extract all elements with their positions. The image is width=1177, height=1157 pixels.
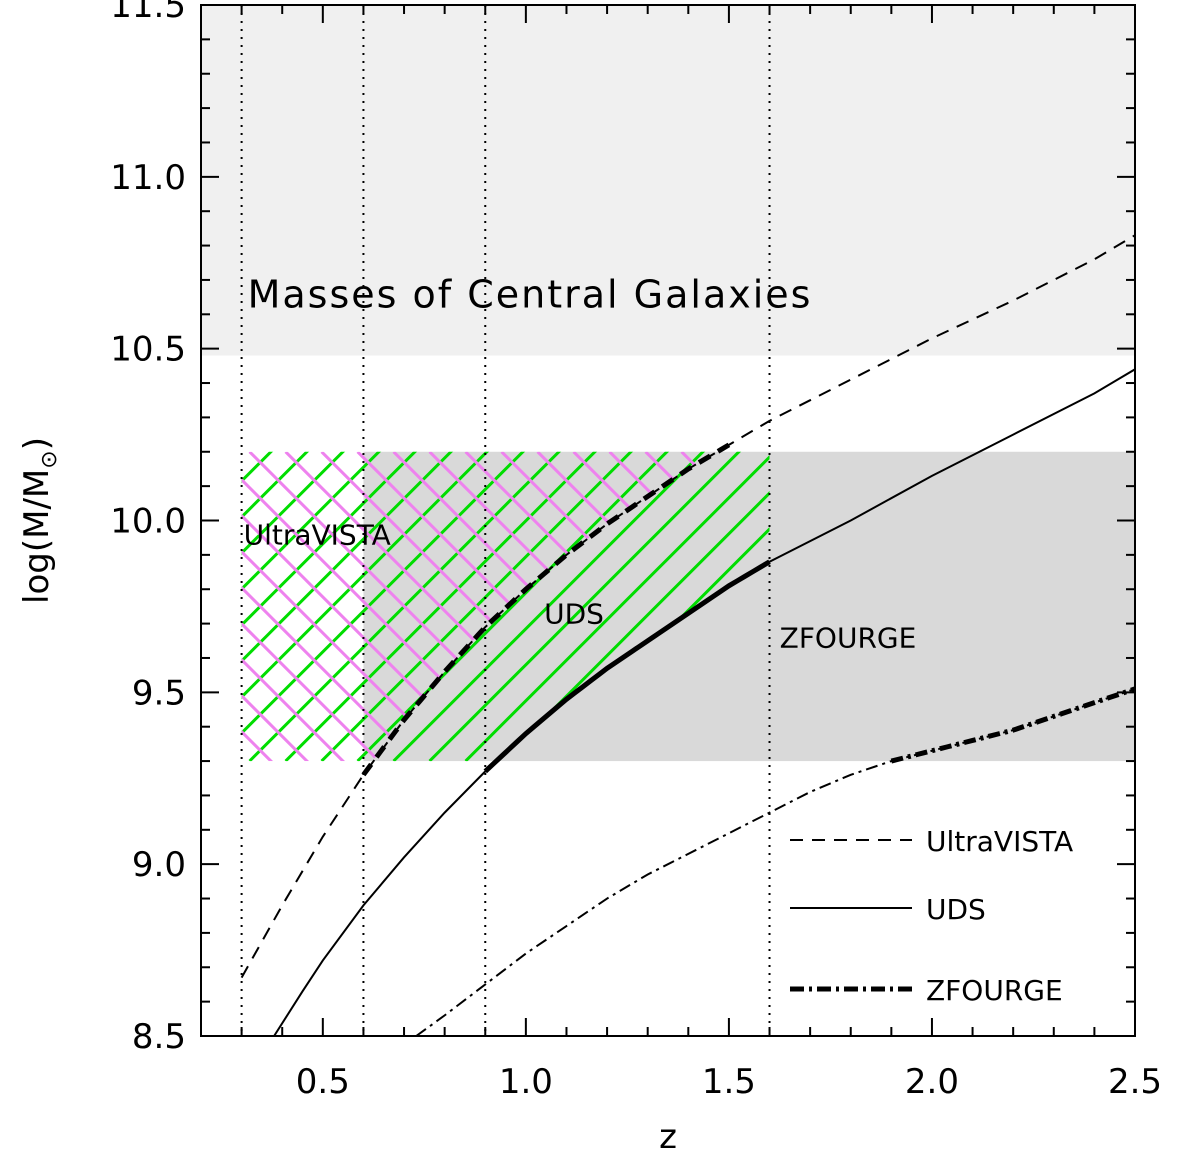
- hatch-line-green: [241, 451, 491, 762]
- hatch-line-green: [464, 451, 770, 762]
- central-galaxies-label: Masses of Central Galaxies: [248, 272, 813, 316]
- axis-titles: z log(M/M⊙): [17, 437, 677, 1157]
- x-tick-label: 0.5: [296, 1062, 350, 1102]
- x-axis-label: z: [659, 1117, 677, 1157]
- hatch-line-pink: [241, 451, 491, 762]
- y-axis-label-main: log(M/M: [17, 469, 57, 604]
- hatch-line-green: [1150, 341, 1177, 761]
- hatch-line-pink: [241, 451, 383, 762]
- annotations-layer: Masses of Central Galaxies UltraVISTA UD…: [244, 272, 917, 654]
- hatch-line-green: [241, 451, 563, 762]
- hatch-line-pink: [241, 451, 563, 762]
- hatch-line-green: [241, 451, 635, 762]
- hatch-line-pink: [241, 451, 419, 762]
- legend-label-zfourge: ZFOURGE: [926, 974, 1063, 1007]
- axes-layer: 0.5 1.0 1.5 2.0 2.5 8.5 9.0 9.5 10.0 10.5 11.0 11.5: [110, 0, 1162, 1102]
- sample-completeness-region: [363, 451, 1135, 762]
- hatch-line-pink: [241, 451, 455, 762]
- hatch-line-green: [248, 451, 671, 762]
- curves-layer: [240, 234, 1135, 1036]
- series-thick-zfourge: [890, 686, 1135, 764]
- hatch-line-green: [284, 451, 707, 762]
- hatch-line-pink: [241, 451, 599, 762]
- hatch-line-green: [500, 451, 770, 762]
- hatch-line-pink: [241, 451, 527, 762]
- hatch-line-green: [241, 451, 455, 762]
- x-tick-label: 1.0: [499, 1062, 553, 1102]
- y-axis-label-close: ): [17, 437, 57, 450]
- hatch-line-pink: [241, 451, 635, 762]
- x-tick-label: 2.5: [1108, 1062, 1162, 1102]
- series-thick-uds: [483, 559, 771, 774]
- y-tick-label: 11.5: [110, 0, 186, 26]
- y-axis-label: log(M/M⊙): [17, 437, 62, 604]
- y-tick-label: 10.0: [110, 502, 186, 542]
- central-galaxies-region: [201, 5, 1135, 356]
- hatch-line-pink: [1150, 452, 1177, 872]
- y-tick-label: 11.0: [110, 158, 186, 198]
- x-tick-label: 1.5: [702, 1062, 756, 1102]
- y-axis-label-sub: ⊙: [37, 450, 62, 468]
- y-tick-label: 10.5: [110, 330, 186, 370]
- legend: UltraVISTA UDS ZFOURGE: [790, 825, 1073, 1007]
- x-tick-label: 2.0: [905, 1062, 959, 1102]
- y-tick-label: 9.0: [132, 845, 186, 885]
- hatch-line-green: [320, 451, 743, 762]
- y-tick-label: 9.5: [132, 673, 186, 713]
- legend-label-uds: UDS: [926, 893, 986, 926]
- region-label-ultravista: UltraVISTA: [244, 519, 391, 552]
- region-label-zfourge: ZFOURGE: [780, 622, 917, 655]
- region-label-uds: UDS: [544, 598, 604, 631]
- hatch-line-green: [392, 451, 770, 762]
- hatch-line-green: [241, 451, 527, 762]
- series-thick-ultravista: [361, 442, 731, 777]
- regions-layer: [201, 5, 1135, 762]
- legend-label-ultravista: UltraVISTA: [926, 825, 1073, 858]
- hatch-line-green: [428, 451, 770, 762]
- y-tick-label: 8.5: [132, 1017, 186, 1057]
- hatch-line-green: [241, 451, 599, 762]
